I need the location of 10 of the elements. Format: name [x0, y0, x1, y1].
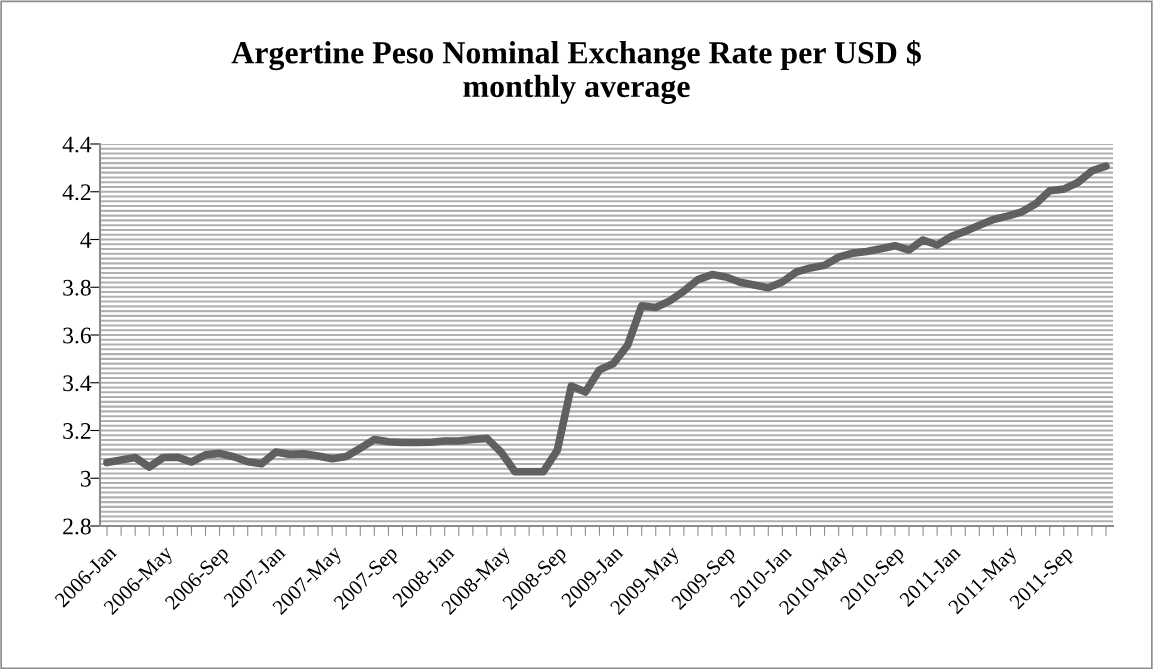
y-tick-label: 3: [80, 470, 91, 487]
y-tick-label: 2.8: [63, 518, 91, 535]
y-tick-label: 3.8: [63, 279, 91, 296]
y-tick-label: 4: [80, 232, 92, 248]
y-tick-label: 3.4: [63, 375, 92, 392]
y-tick-label: 4.2: [62, 184, 91, 201]
y-tick-label: 3.6: [63, 327, 91, 344]
y-tick-label: 4.4: [62, 136, 92, 153]
y-tick-label: 3.2: [63, 423, 91, 440]
chart-title: Argertine Peso Nominal Exchange Rate per USD $ monthly average: [231, 40, 921, 104]
